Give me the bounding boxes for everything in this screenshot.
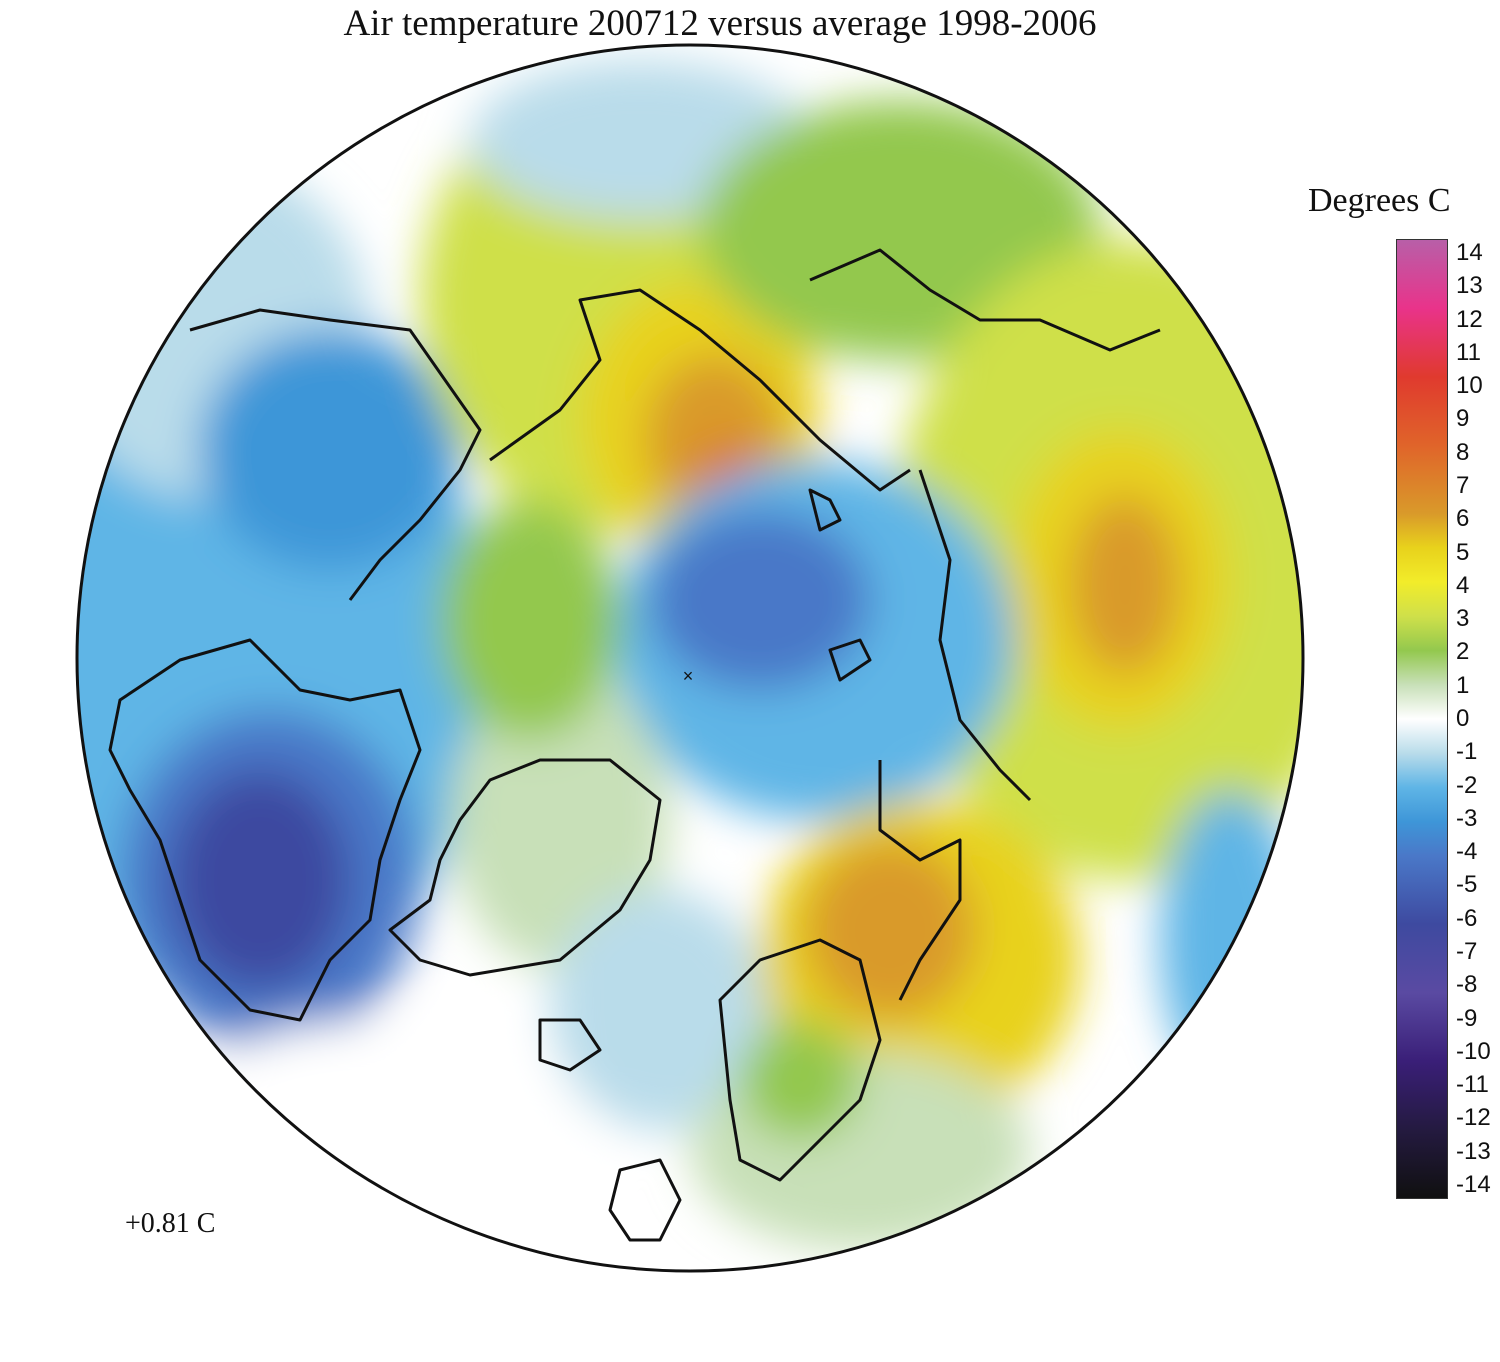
colorbar-tick-label: -12 bbox=[1456, 1104, 1491, 1132]
hudson-region-outline bbox=[108, 638, 422, 1022]
north-pole-marker: × bbox=[683, 666, 694, 686]
colorbar-tick-label: 12 bbox=[1456, 305, 1483, 333]
colorbar-tick-label: 7 bbox=[1456, 472, 1470, 499]
colorbar-tick-label: 6 bbox=[1456, 505, 1470, 533]
colorbar-tick-label: -2 bbox=[1456, 771, 1478, 799]
colorbar-tick-label: 3 bbox=[1456, 605, 1470, 633]
greenland-neutral bbox=[450, 670, 670, 970]
coastlines bbox=[108, 248, 1161, 1242]
hudson-bay-cold-core bbox=[170, 770, 350, 990]
island-outline bbox=[828, 638, 872, 682]
colorbar-tick-label: 10 bbox=[1456, 372, 1483, 400]
alaska-outline bbox=[189, 308, 482, 601]
central-siberia-warm bbox=[1070, 495, 1180, 675]
colorbar-tick-label: 9 bbox=[1456, 405, 1470, 433]
british-isles-outline bbox=[608, 1158, 682, 1242]
colorbar-tick-label: 13 bbox=[1456, 272, 1483, 300]
colorbar-tick-label: -13 bbox=[1456, 1137, 1491, 1165]
colorbar-ticks: 14 13 12 11 10 9 8 7 6 5 4 3 2 1 0 -1 -2 -3 -4 -5 -6 -7 -8 -9 -1… bbox=[1456, 239, 1500, 1199]
colorbar-tick-label: -11 bbox=[1456, 1071, 1489, 1099]
mean-anomaly-label: +0.81 C bbox=[125, 1208, 216, 1239]
colorbar-tick-label: 1 bbox=[1456, 671, 1470, 699]
russia-warm bbox=[805, 840, 975, 1020]
greenland-outline bbox=[388, 758, 662, 977]
anomaly-field bbox=[77, 45, 1303, 1271]
colorbar-tick-label: -9 bbox=[1456, 1004, 1478, 1032]
colorbar-unit-label: Degrees C bbox=[1308, 182, 1451, 219]
white-sea-coast bbox=[878, 760, 962, 1001]
iceland-outline bbox=[538, 1018, 602, 1072]
scandinavia-outline bbox=[718, 938, 882, 1182]
colorbar-tick-label: -10 bbox=[1456, 1037, 1491, 1065]
island-outline bbox=[808, 488, 842, 532]
colorbar-tick-label: -4 bbox=[1456, 838, 1478, 866]
colorbar-tick-label: -7 bbox=[1456, 938, 1478, 965]
colorbar-tick-label: 5 bbox=[1456, 538, 1470, 566]
siberia-inland bbox=[809, 248, 1161, 352]
colorbar-tick-label: -5 bbox=[1456, 871, 1478, 899]
east-siberia-coast bbox=[489, 288, 911, 492]
colorbar-tick-label: -8 bbox=[1456, 971, 1478, 999]
colorbar-tick-label: 2 bbox=[1456, 638, 1470, 666]
colorbar-tick-label: -1 bbox=[1456, 738, 1478, 766]
colorbar-tick-label: 4 bbox=[1456, 571, 1470, 599]
colorbar-tick-label: -3 bbox=[1456, 804, 1478, 832]
colorbar-tick-label: 0 bbox=[1456, 705, 1470, 732]
chart-title: Air temperature 200712 versus average 19… bbox=[343, 3, 1097, 44]
colorbar bbox=[1396, 239, 1448, 1199]
arctic-ocean-cold bbox=[650, 510, 870, 690]
north-atlantic-neutral bbox=[550, 890, 770, 1130]
taymyr-coast bbox=[918, 469, 1032, 802]
colorbar-tick-label: -6 bbox=[1456, 904, 1478, 932]
map-border bbox=[75, 43, 1305, 1273]
colorbar-tick-label: -14 bbox=[1456, 1171, 1491, 1198]
colorbar-tick-label: 11 bbox=[1456, 338, 1481, 366]
colorbar-tick-label: 8 bbox=[1456, 438, 1470, 466]
colorbar-tick-label: 14 bbox=[1456, 239, 1483, 266]
